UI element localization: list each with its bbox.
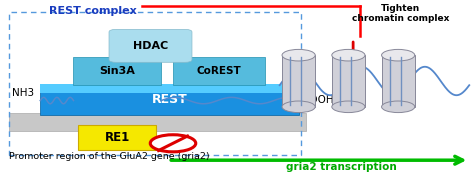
- FancyBboxPatch shape: [382, 55, 415, 107]
- Text: Promoter region of the GluA2 gene (gria2): Promoter region of the GluA2 gene (gria2…: [9, 152, 210, 161]
- Ellipse shape: [332, 49, 365, 61]
- FancyBboxPatch shape: [282, 55, 315, 107]
- Circle shape: [150, 135, 196, 152]
- Ellipse shape: [332, 101, 365, 112]
- FancyBboxPatch shape: [40, 84, 299, 115]
- Text: Sin3A: Sin3A: [100, 66, 135, 76]
- Ellipse shape: [382, 101, 415, 112]
- FancyBboxPatch shape: [173, 57, 265, 85]
- FancyBboxPatch shape: [78, 125, 156, 150]
- Text: Tighten
chromatin complex: Tighten chromatin complex: [352, 4, 449, 23]
- Text: HDAC: HDAC: [133, 41, 168, 51]
- Text: gria2 transcription: gria2 transcription: [286, 162, 397, 172]
- Text: REST complex: REST complex: [48, 6, 137, 16]
- FancyBboxPatch shape: [73, 57, 161, 85]
- Text: REST: REST: [152, 93, 187, 106]
- FancyBboxPatch shape: [9, 113, 306, 131]
- Ellipse shape: [282, 101, 315, 112]
- FancyBboxPatch shape: [109, 29, 192, 62]
- Text: COOH: COOH: [302, 95, 334, 105]
- FancyBboxPatch shape: [332, 55, 365, 107]
- Text: CoREST: CoREST: [197, 66, 242, 76]
- Text: NH3: NH3: [12, 88, 34, 98]
- Ellipse shape: [282, 49, 315, 61]
- FancyBboxPatch shape: [40, 84, 299, 93]
- Ellipse shape: [382, 49, 415, 61]
- Text: RE1: RE1: [105, 131, 130, 144]
